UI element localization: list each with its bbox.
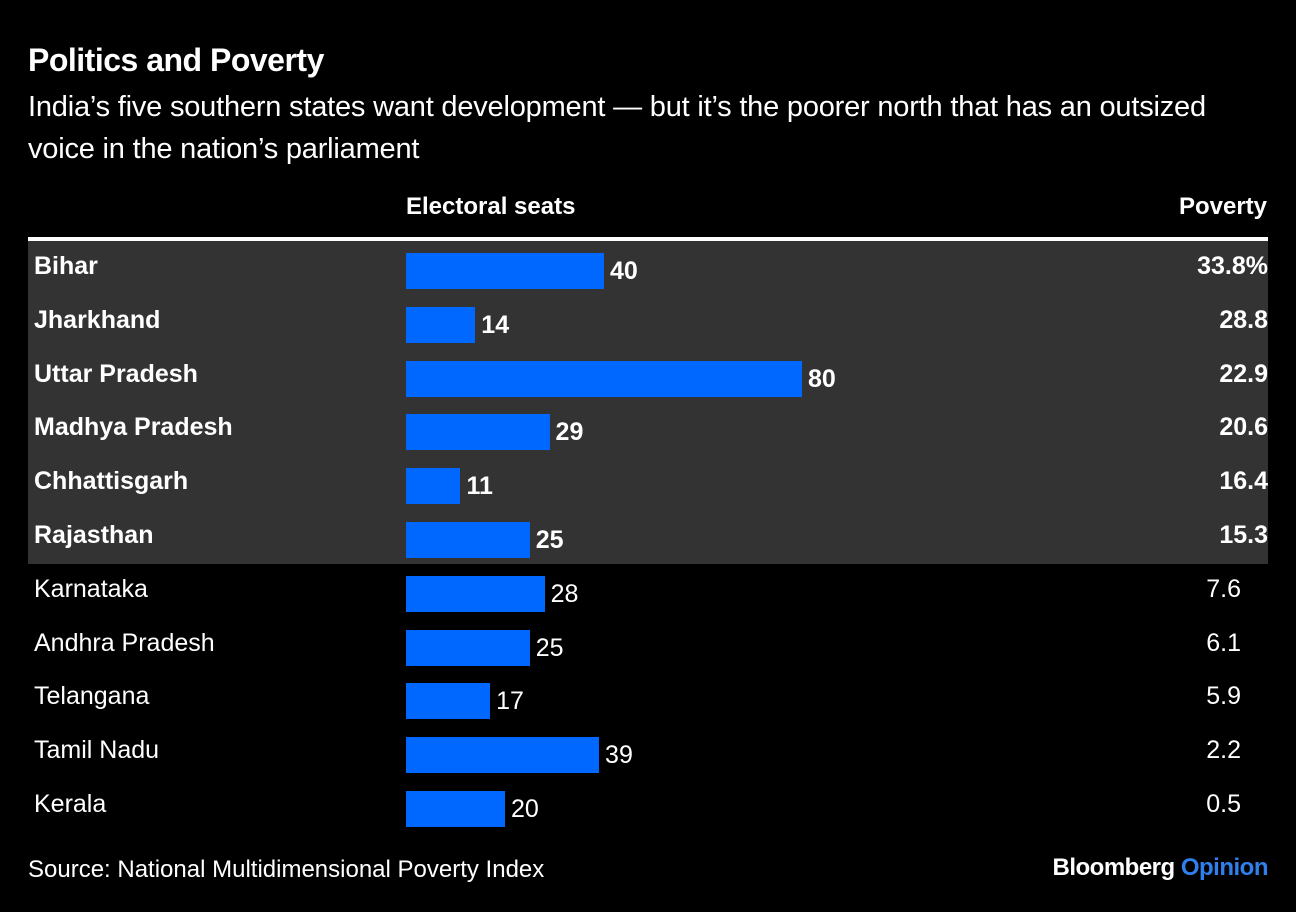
seats-value-label: 28 [550,579,579,608]
state-label: Telangana [34,682,150,711]
brand-logo: Bloomberg Opinion [1053,854,1269,882]
table-row: Uttar Pradesh 80 22.9 [28,350,1268,404]
seats-value-label: 14 [481,310,510,339]
seats-value-label: 20 [511,795,539,823]
seats-value-label: 39 [605,741,633,770]
state-label: Jharkhand [34,305,161,334]
state-label: Rajasthan [34,521,154,549]
north-highlight-band [28,241,1268,564]
brand-name: Bloomberg [1052,854,1176,881]
table-row: Tamil Nadu 39 2.2 [28,726,1268,780]
table-row: Karnataka 28 7.6 [28,565,1268,619]
state-label: Kerala [34,790,107,818]
table-row: Bihar 40 33.8% [28,242,1268,296]
seats-bar [406,360,802,397]
poverty-value: 33.8% [1197,252,1268,280]
seats-value-label: 29 [555,418,584,447]
poverty-value: 15.3 [1219,521,1268,549]
seats-value-label: 17 [496,687,524,716]
table-row: Chhattisgarh 11 16.4 [28,457,1268,511]
seats-bar [406,306,476,343]
seats-value-label: 25 [535,633,564,662]
table-row: Telangana 17 5.9 [28,672,1268,726]
state-label: Tamil Nadu [34,736,160,765]
brand-accent: Opinion [1180,854,1269,881]
table-row: Madhya Pradesh 29 20.6 [28,403,1268,457]
table-row: Andhra Pradesh 25 6.1 [28,619,1268,673]
state-label: Karnataka [34,574,148,603]
seats-bar [406,629,530,666]
seats-value-label: 25 [535,526,564,554]
state-label: Andhra Pradesh [34,628,215,657]
table-row: Kerala 20 0.5 [28,780,1268,834]
column-header-poverty: Poverty [1178,193,1267,220]
poverty-value: 22.9 [1219,359,1268,388]
chart-title: Politics and Poverty [28,42,324,78]
header-rule [28,237,1268,241]
seats-value-label: 80 [808,364,836,393]
seats-bar [406,253,604,289]
seats-bar [406,575,545,612]
seats-value-label: 40 [610,257,638,285]
poverty-value: 7.6 [1206,574,1241,603]
poverty-value: 16.4 [1219,467,1268,496]
poverty-value: 28.8 [1219,305,1268,334]
seats-bar [406,522,530,558]
seats-bar [406,414,550,451]
column-header-seats: Electoral seats [406,193,576,220]
state-label: Madhya Pradesh [34,413,233,442]
seats-bar [406,737,600,774]
poverty-value: 20.6 [1219,413,1268,442]
table-row: Rajasthan 25 15.3 [28,511,1268,565]
poverty-value: 5.9 [1206,682,1241,711]
state-label: Chhattisgarh [34,467,189,496]
poverty-value: 0.5 [1206,790,1241,818]
seats-bar [406,468,461,505]
source-note: Source: National Multidimensional Povert… [28,856,545,883]
chart-subtitle: India’s five southern states want develo… [28,91,1206,165]
poverty-value: 6.1 [1206,628,1241,657]
table-row: Jharkhand 14 28.8 [28,296,1268,350]
seats-bar [406,683,491,720]
seats-bar [406,791,505,827]
poverty-value: 2.2 [1206,736,1241,765]
state-label: Bihar [34,252,98,280]
seats-value-label: 11 [466,472,493,501]
state-label: Uttar Pradesh [34,359,198,388]
